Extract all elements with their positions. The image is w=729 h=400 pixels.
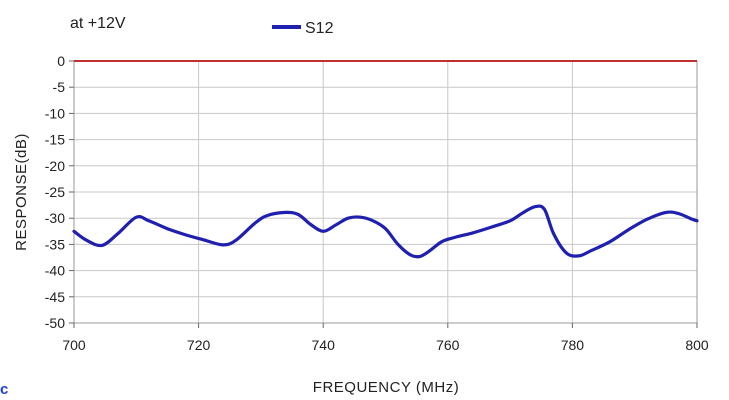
- x-axis-ticks: 700 720 740 760 780 800: [62, 323, 709, 353]
- y-tick-label: -45: [45, 289, 65, 305]
- y-tick-label: -20: [45, 158, 65, 174]
- annotation-label: at +12V: [70, 15, 126, 32]
- y-tick-label: -40: [45, 263, 65, 279]
- y-tick-label: 0: [57, 53, 65, 69]
- legend: S12: [272, 20, 334, 37]
- y-axis-ticks: 0 -5 -10 -15 -20 -25 -30 -35 -40 -45 -50: [45, 53, 74, 331]
- x-tick-label: 800: [685, 337, 709, 353]
- x-tick-label: 780: [561, 337, 585, 353]
- y-tick-label: -10: [45, 105, 65, 121]
- y-tick-label: -15: [45, 132, 65, 148]
- horizontal-gridlines: [74, 60, 697, 324]
- x-tick-label: 760: [436, 337, 460, 353]
- stray-glyph: c: [0, 381, 8, 398]
- series-line-s12: [72, 204, 699, 259]
- y-axis-title: RESPONSE(dB): [13, 133, 30, 251]
- y-tick-label: -25: [45, 184, 65, 200]
- y-tick-label: -5: [53, 79, 66, 95]
- x-tick-label: 700: [62, 337, 86, 353]
- x-tick-label: 720: [187, 337, 211, 353]
- x-axis-title: FREQUENCY (MHz): [313, 379, 459, 396]
- legend-label-s12: S12: [305, 20, 334, 37]
- y-tick-label: -35: [45, 236, 65, 252]
- x-tick-label: 740: [312, 337, 336, 353]
- y-tick-label: -50: [45, 315, 65, 331]
- y-tick-label: -30: [45, 210, 65, 226]
